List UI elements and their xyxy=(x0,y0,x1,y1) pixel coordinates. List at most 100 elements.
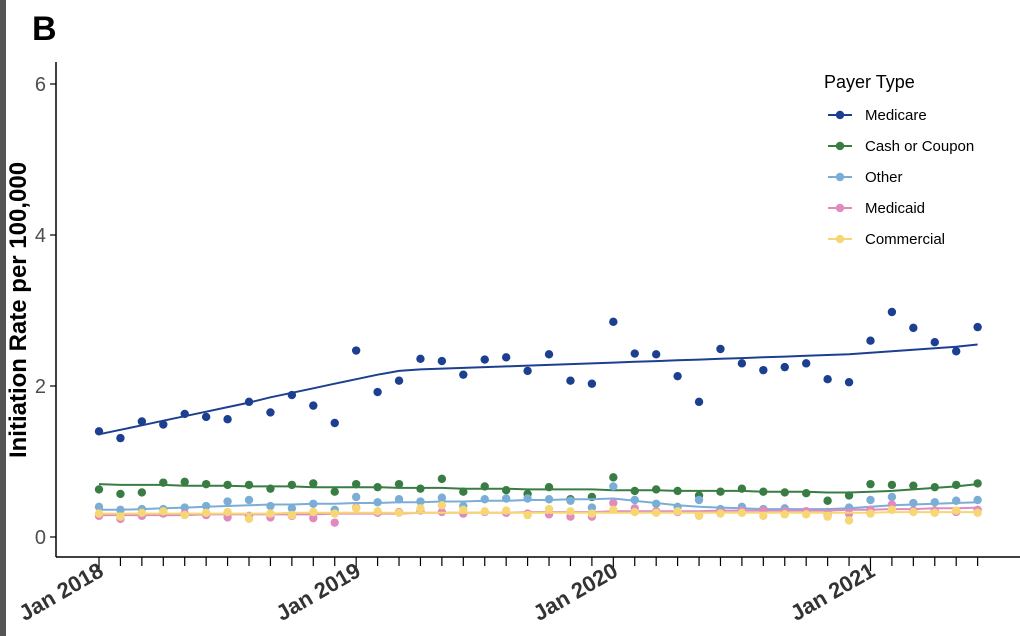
series-commercial xyxy=(94,501,982,525)
data-point-medicare xyxy=(330,418,339,428)
data-point-other xyxy=(266,501,275,511)
data-point-cash-or-coupon xyxy=(501,485,511,495)
data-point-cash-or-coupon xyxy=(116,489,125,499)
x-tick-label: Jan 2020 xyxy=(529,558,622,626)
trend-line-cash-or-coupon xyxy=(98,483,978,494)
data-point-cash-or-coupon xyxy=(201,479,211,489)
data-point-commercial xyxy=(673,507,682,516)
data-point-medicare xyxy=(416,354,425,364)
data-point-medicare xyxy=(373,387,382,397)
trend-line-commercial xyxy=(99,511,978,515)
data-point-other xyxy=(223,497,232,506)
data-point-cash-or-coupon xyxy=(609,473,618,482)
data-point-medicare xyxy=(630,349,639,358)
data-point-other xyxy=(287,504,297,513)
image-edge xyxy=(0,0,6,636)
data-point-cash-or-coupon xyxy=(394,479,404,489)
data-point-other xyxy=(244,495,254,505)
data-point-medicare xyxy=(909,323,918,333)
trend-line-medicare xyxy=(98,343,978,436)
data-point-medicare xyxy=(823,375,832,384)
data-point-cash-or-coupon xyxy=(973,479,982,488)
data-point-medicare xyxy=(116,433,125,443)
data-point-medicare xyxy=(737,359,747,368)
data-point-commercial xyxy=(973,508,982,518)
data-point-other xyxy=(930,498,939,507)
data-point-medicaid xyxy=(330,518,339,527)
data-point-other xyxy=(909,498,918,508)
data-point-other xyxy=(480,495,489,504)
data-point-other xyxy=(866,495,875,505)
y-tick-label: 2 xyxy=(35,376,46,398)
y-axis-ticks: 0 2 4 6 xyxy=(35,74,56,549)
data-point-medicare xyxy=(480,355,489,364)
series-medicare xyxy=(94,307,982,443)
data-point-commercial xyxy=(180,510,189,520)
data-point-cash-or-coupon xyxy=(309,479,318,488)
data-point-commercial xyxy=(244,514,254,524)
data-point-medicaid xyxy=(309,513,318,523)
data-point-medicare xyxy=(137,417,147,426)
data-point-medicare xyxy=(159,420,168,429)
data-point-commercial xyxy=(844,516,854,525)
data-point-other xyxy=(887,492,897,502)
legend-label-cash-or-coupon: Cash or Coupon xyxy=(865,138,974,155)
data-point-medicare xyxy=(887,307,897,317)
legend-label-other: Other xyxy=(865,169,903,186)
data-point-commercial xyxy=(801,510,811,519)
data-point-commercial xyxy=(480,507,489,516)
data-point-commercial xyxy=(416,504,425,513)
data-point-medicare xyxy=(801,359,811,368)
series-cash-or-coupon xyxy=(94,473,982,505)
legend-title: Payer Type xyxy=(824,72,915,92)
data-point-cash-or-coupon xyxy=(823,496,832,505)
legend-marker-medicaid xyxy=(835,203,845,213)
data-point-medicare xyxy=(587,379,597,388)
legend-marker-medicare xyxy=(835,110,845,120)
axes xyxy=(55,62,1020,558)
data-point-cash-or-coupon xyxy=(437,474,447,484)
data-point-cash-or-coupon xyxy=(180,477,189,487)
data-point-cash-or-coupon xyxy=(330,487,339,496)
series-layer xyxy=(94,307,982,527)
data-point-medicare xyxy=(609,317,618,327)
x-axis-ticks: Jan 2018 Jan 2019 Jan 2020 Jan 2021 xyxy=(14,557,979,626)
data-point-other xyxy=(351,492,361,502)
legend-marker-commercial xyxy=(835,234,845,244)
data-point-cash-or-coupon xyxy=(94,485,104,494)
data-point-medicare xyxy=(223,415,232,424)
data-point-commercial xyxy=(566,507,575,516)
y-tick-label: 6 xyxy=(35,74,46,96)
data-point-medicaid xyxy=(609,498,618,508)
y-axis-label: Initiation Rate per 100,000 xyxy=(5,162,32,458)
legend-label-commercial: Commercial xyxy=(865,231,945,248)
panel-label: B xyxy=(32,10,57,48)
data-point-commercial xyxy=(952,506,961,515)
data-point-medicare xyxy=(459,370,468,379)
data-point-medicare xyxy=(759,365,768,375)
data-point-other xyxy=(609,482,618,491)
data-point-medicare xyxy=(930,338,939,347)
data-point-medicare xyxy=(844,378,854,387)
data-point-commercial xyxy=(223,507,232,517)
data-point-cash-or-coupon xyxy=(866,479,875,489)
x-tick-label: Jan 2021 xyxy=(786,558,879,626)
data-point-medicare xyxy=(309,401,318,410)
data-point-cash-or-coupon xyxy=(909,481,918,490)
data-point-cash-or-coupon xyxy=(887,480,897,490)
data-point-commercial xyxy=(437,501,447,510)
data-point-medicare xyxy=(973,322,982,332)
data-point-cash-or-coupon xyxy=(287,480,297,490)
data-point-commercial xyxy=(351,504,361,513)
trend-line-other xyxy=(99,497,978,511)
data-point-medicare xyxy=(952,347,961,356)
data-point-other xyxy=(523,494,532,503)
x-tick-label: Jan 2018 xyxy=(14,558,107,626)
data-point-medicare xyxy=(566,376,575,385)
y-tick-label: 4 xyxy=(35,225,46,247)
y-tick-label: 0 xyxy=(35,527,46,549)
data-point-medicare xyxy=(437,356,447,366)
data-point-medicare xyxy=(673,371,682,381)
data-point-medicare xyxy=(501,353,511,362)
